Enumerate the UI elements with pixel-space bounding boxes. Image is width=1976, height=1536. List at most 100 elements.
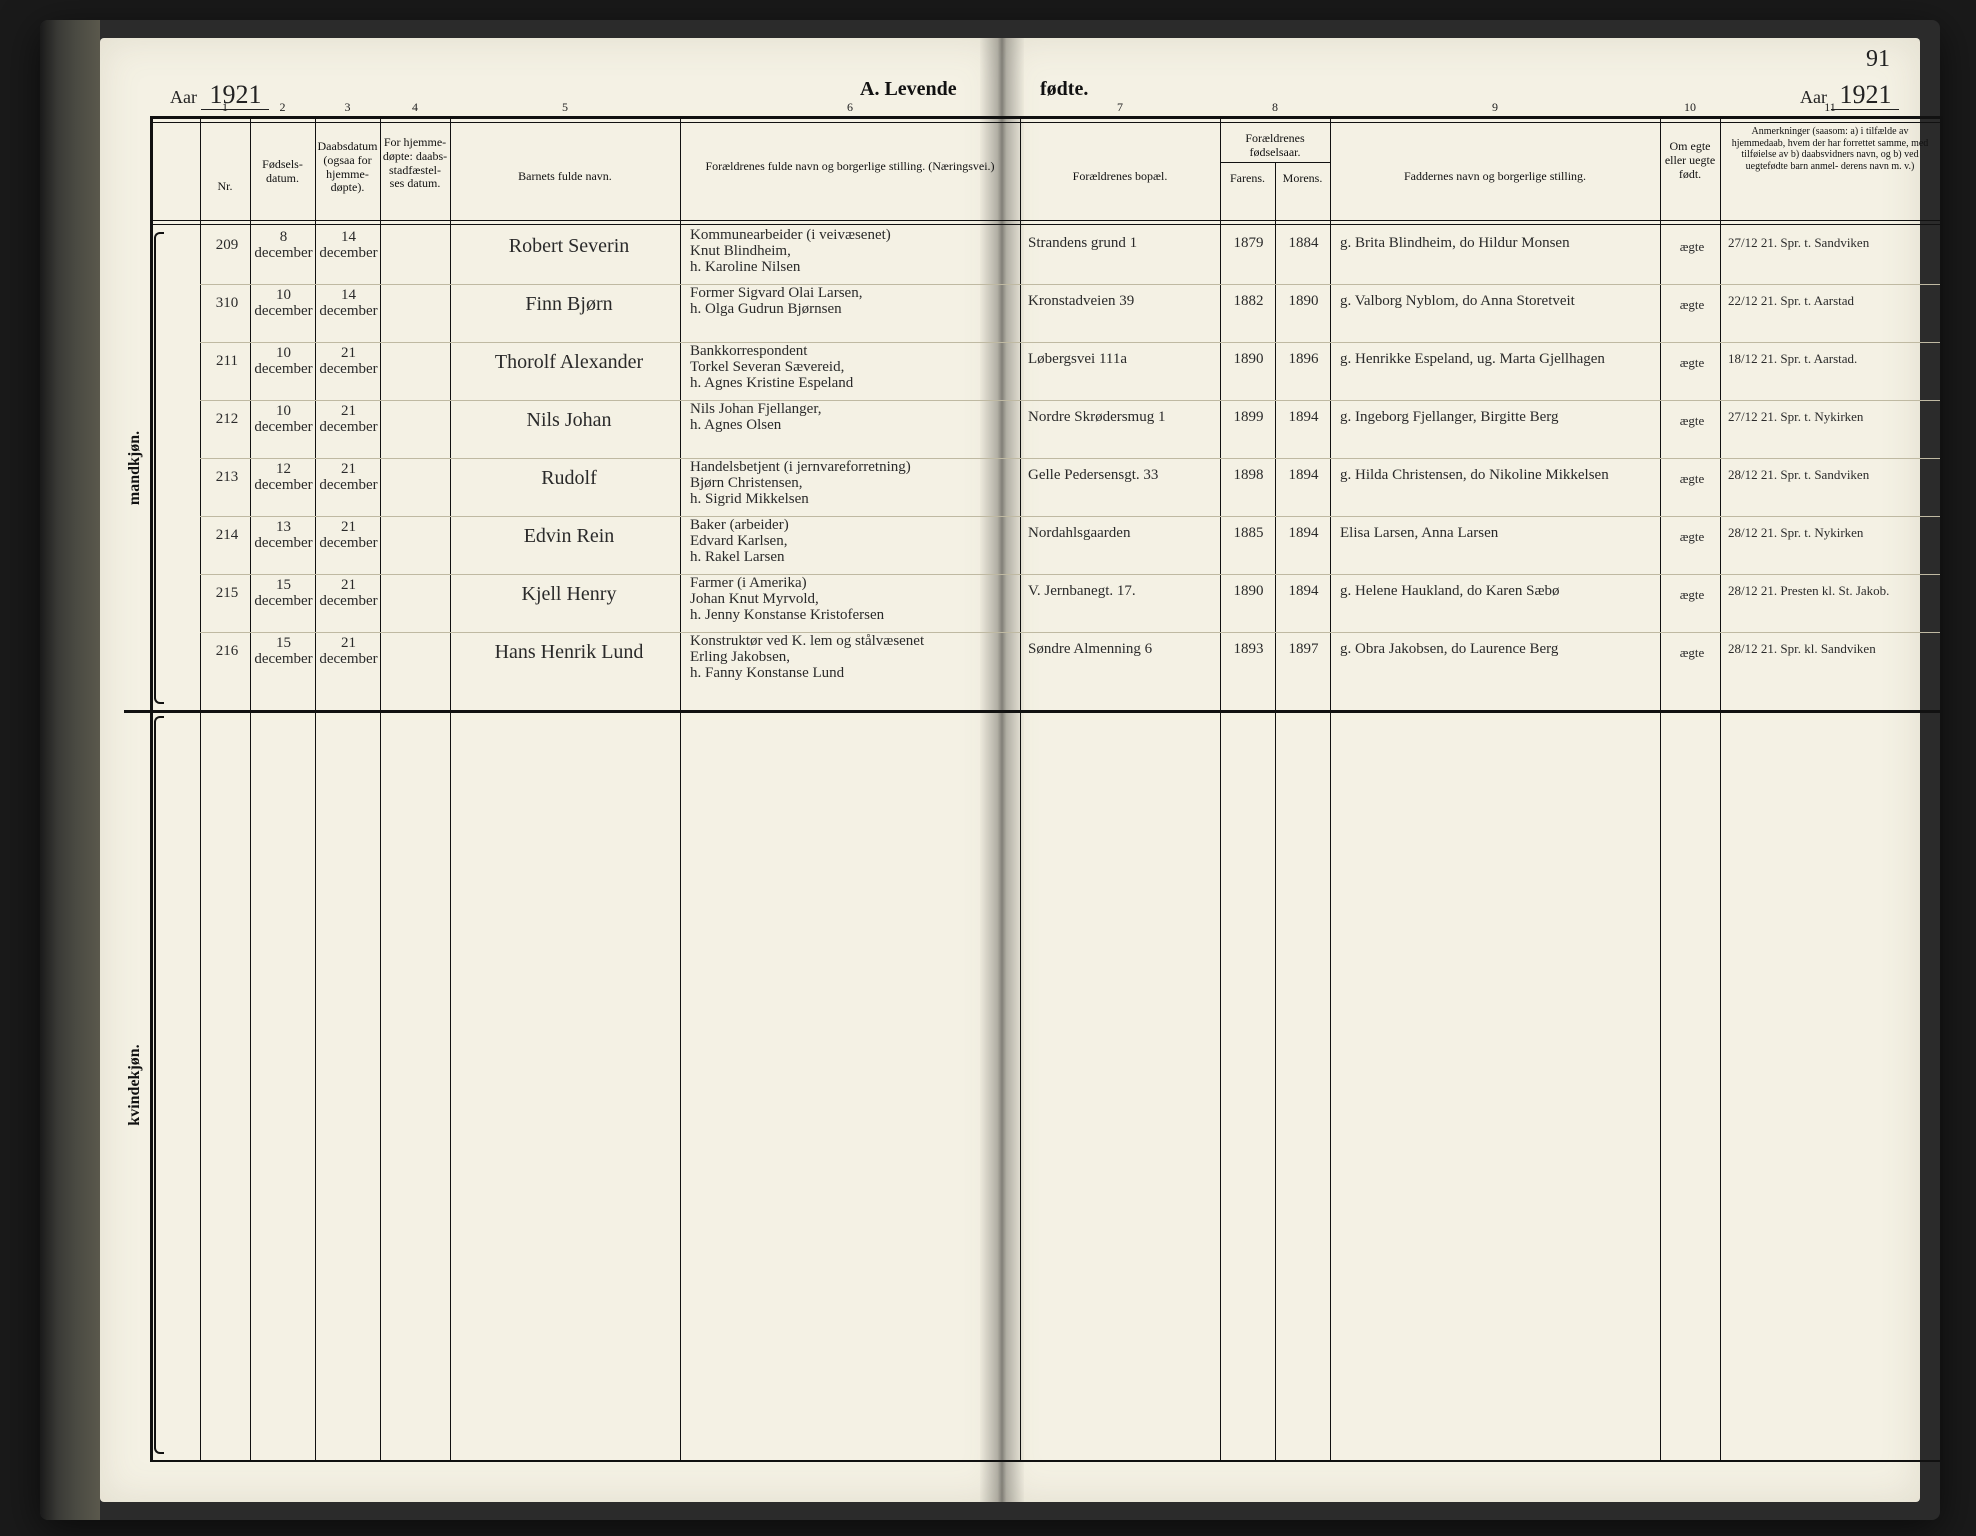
row-birth-7: 15 december [254,636,313,668]
row-rem-5: 28/12 21. Spr. t. Nykirken [1728,526,1934,540]
row-res-5: Nordahlsgaarden [1028,526,1216,542]
row-fy-0: 1879 [1224,236,1273,252]
row-bapt-5: 21 december [319,520,378,552]
row-nr-4: 213 [206,470,248,486]
page-number: 91 [1866,46,1890,73]
year-left: Aar 1921 [170,80,269,110]
year-right: Aar 1921 [1800,80,1899,110]
row-birth-5: 13 december [254,520,313,552]
row-parents-3: Nils Johan Fjellanger, h. Agnes Olsen [690,402,1014,434]
row-name-1: Finn Bjørn [464,294,674,315]
col-number-1: 1 [222,100,228,115]
col-number-4: 4 [412,100,418,115]
row-spon-5: Elisa Larsen, Anna Larsen [1340,526,1656,542]
section-divider [124,710,1940,713]
row-nr-2: 211 [206,354,248,370]
col-number-2: 2 [280,100,286,115]
row-rem-1: 22/12 21. Spr. t. Aarstad [1728,294,1934,308]
row-rem-2: 18/12 21. Spr. t. Aarstad. [1728,352,1934,366]
row-spon-3: g. Ingeborg Fjellanger, Birgitte Berg [1340,410,1656,426]
row-fy-3: 1899 [1224,410,1273,426]
row-rem-7: 28/12 21. Spr. kl. Sandviken [1728,642,1934,656]
section-female: kvindekjøn. [126,1044,144,1125]
book-spread: 91 Aar 1921 Aar 1921 A. Levende fødte. 1… [40,20,1940,1520]
row-spon-7: g. Obra Jakobsen, do Laurence Berg [1340,642,1656,658]
row-parents-0: Kommunearbeider (i veivæsenet) Knut Blin… [690,228,1014,275]
row-spon-0: g. Brita Blindheim, do Hildur Monsen [1340,236,1656,252]
col-rule-c4 [380,116,381,1460]
row-name-5: Edvin Rein [464,526,674,547]
row-parents-2: Bankkorrespondent Torkel Severan Sæverei… [690,344,1014,391]
row-my-0: 1884 [1279,236,1328,252]
row-parents-7: Konstruktør ved K. lem og stålvæsenet Er… [690,634,1014,681]
row-res-0: Strandens grund 1 [1028,236,1216,252]
row-nr-1: 310 [206,296,248,312]
col-number-5: 5 [562,100,568,115]
row-res-4: Gelle Pedersensgt. 33 [1028,468,1216,484]
row-bapt-0: 14 december [319,230,378,262]
row-res-2: Løbergsvei 111a [1028,352,1216,368]
row-parents-5: Baker (arbeider) Edvard Karlsen, h. Rake… [690,518,1014,565]
row-res-6: V. Jernbanegt. 17. [1028,584,1216,600]
bottom-rule [150,1460,1940,1462]
row-spon-2: g. Henrikke Espeland, ug. Marta Gjellhag… [1340,352,1656,368]
book-spine [40,20,100,1520]
rule-header-bot [150,220,1940,221]
row-sep-5 [200,516,1940,517]
colhead-6: Forældrenes fulde navn og borgerlige sti… [690,160,1010,174]
colhead-2: Fødsels- datum. [252,158,314,186]
row-birth-4: 12 december [254,462,313,494]
colhead-9: Faddernes navn og borgerlige stilling. [1345,170,1645,184]
row-sep-3 [200,400,1940,401]
row-name-6: Kjell Henry [464,584,674,605]
row-fy-5: 1885 [1224,526,1273,542]
col-rule-c8a [1220,116,1221,1460]
row-spon-1: g. Valborg Nyblom, do Anna Storetveit [1340,294,1656,310]
row-legit-0: ægte [1666,240,1718,254]
row-bapt-6: 21 december [319,578,378,610]
row-name-0: Robert Severin [464,236,674,257]
col-rule-c11 [1720,116,1721,1460]
section-male: mandkjøn. [126,431,144,505]
colhead-8g: Forældrenes fødselsaar. [1225,132,1325,160]
row-my-7: 1897 [1279,642,1328,658]
row-spon-4: g. Hilda Christensen, do Nikoline Mikkel… [1340,468,1656,484]
col-rule-sect [150,116,153,1460]
row-legit-6: ægte [1666,588,1718,602]
row-parents-1: Former Sigvard Olai Larsen, h. Olga Gudr… [690,286,1014,318]
row-nr-7: 216 [206,644,248,660]
title-right: fødte. [1040,78,1088,101]
colhead-8a: Farens. [1223,172,1273,186]
row-birth-1: 10 december [254,288,313,320]
row-legit-5: ægte [1666,530,1718,544]
colhead-11: Anmerkninger (saasom: a) i tilfælde av h… [1725,126,1935,172]
row-name-3: Nils Johan [464,410,674,431]
row-fy-6: 1890 [1224,584,1273,600]
rule-header-top [150,116,1940,119]
row-legit-3: ægte [1666,414,1718,428]
col-rule-c2 [250,116,251,1460]
colhead-4: For hjemme- døpte: daabs- stadfæstel- se… [381,136,449,191]
row-rem-4: 28/12 21. Spr. t. Sandviken [1728,468,1934,482]
row-bapt-3: 21 december [319,404,378,436]
col-number-11: 11 [1824,100,1836,115]
row-fy-4: 1898 [1224,468,1273,484]
row-sep-1 [200,284,1940,285]
row-rem-0: 27/12 21. Spr. t. Sandviken [1728,236,1934,250]
col-number-9: 9 [1492,100,1498,115]
row-name-2: Thorolf Alexander [464,352,674,373]
row-spon-6: g. Helene Haukland, do Karen Sæbø [1340,584,1656,600]
col-rule-end [1940,116,1943,1460]
row-parents-6: Farmer (i Amerika) Johan Knut Myrvold, h… [690,576,1014,623]
row-nr-5: 214 [206,528,248,544]
title-left: A. Levende [860,78,957,101]
row-bapt-7: 21 december [319,636,378,668]
col-number-7: 7 [1117,100,1123,115]
rule-header-top2 [150,122,1940,123]
col-number-8: 8 [1272,100,1278,115]
colhead-1: Nr. [200,180,250,194]
row-birth-3: 10 december [254,404,313,436]
row-legit-1: ægte [1666,298,1718,312]
row-fy-7: 1893 [1224,642,1273,658]
row-bapt-4: 21 december [319,462,378,494]
